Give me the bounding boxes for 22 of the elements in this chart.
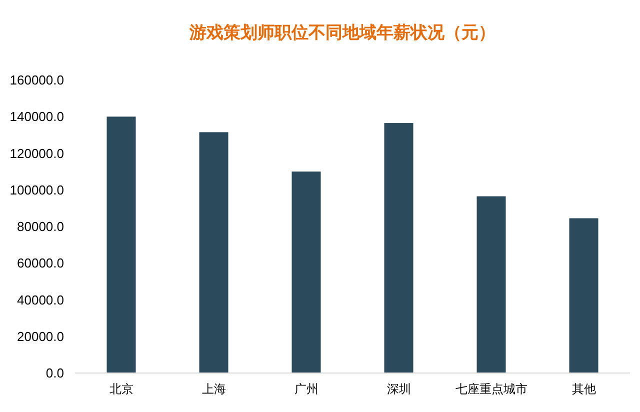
x-tick-label: 其他 xyxy=(572,382,596,396)
bar xyxy=(106,116,136,373)
y-tick-label: 100000.0 xyxy=(10,182,64,198)
bar xyxy=(476,196,506,373)
y-tick-label: 60000.0 xyxy=(17,256,64,271)
bar xyxy=(292,172,321,373)
bar xyxy=(569,218,598,373)
x-tick-label: 广州 xyxy=(294,382,318,396)
y-tick-label: 120000.0 xyxy=(10,146,64,161)
y-tick-label: 40000.0 xyxy=(17,292,64,308)
x-tick-label: 北京 xyxy=(109,382,134,396)
x-tick-label: 七座重点城市 xyxy=(455,382,528,396)
bar xyxy=(199,132,228,373)
y-tick-label: 20000.0 xyxy=(17,328,64,344)
chart-title: 游戏策划师职位不同地域年薪状况（元） xyxy=(188,23,496,42)
y-tick-label: 160000.0 xyxy=(10,72,64,88)
y-tick-label: 0.0 xyxy=(46,366,64,380)
x-tick-label: 上海 xyxy=(202,382,226,396)
x-tick-label: 深圳 xyxy=(386,382,411,396)
bar xyxy=(384,123,414,373)
y-tick-label: 140000.0 xyxy=(10,109,64,124)
y-tick-label: 80000.0 xyxy=(17,219,64,234)
